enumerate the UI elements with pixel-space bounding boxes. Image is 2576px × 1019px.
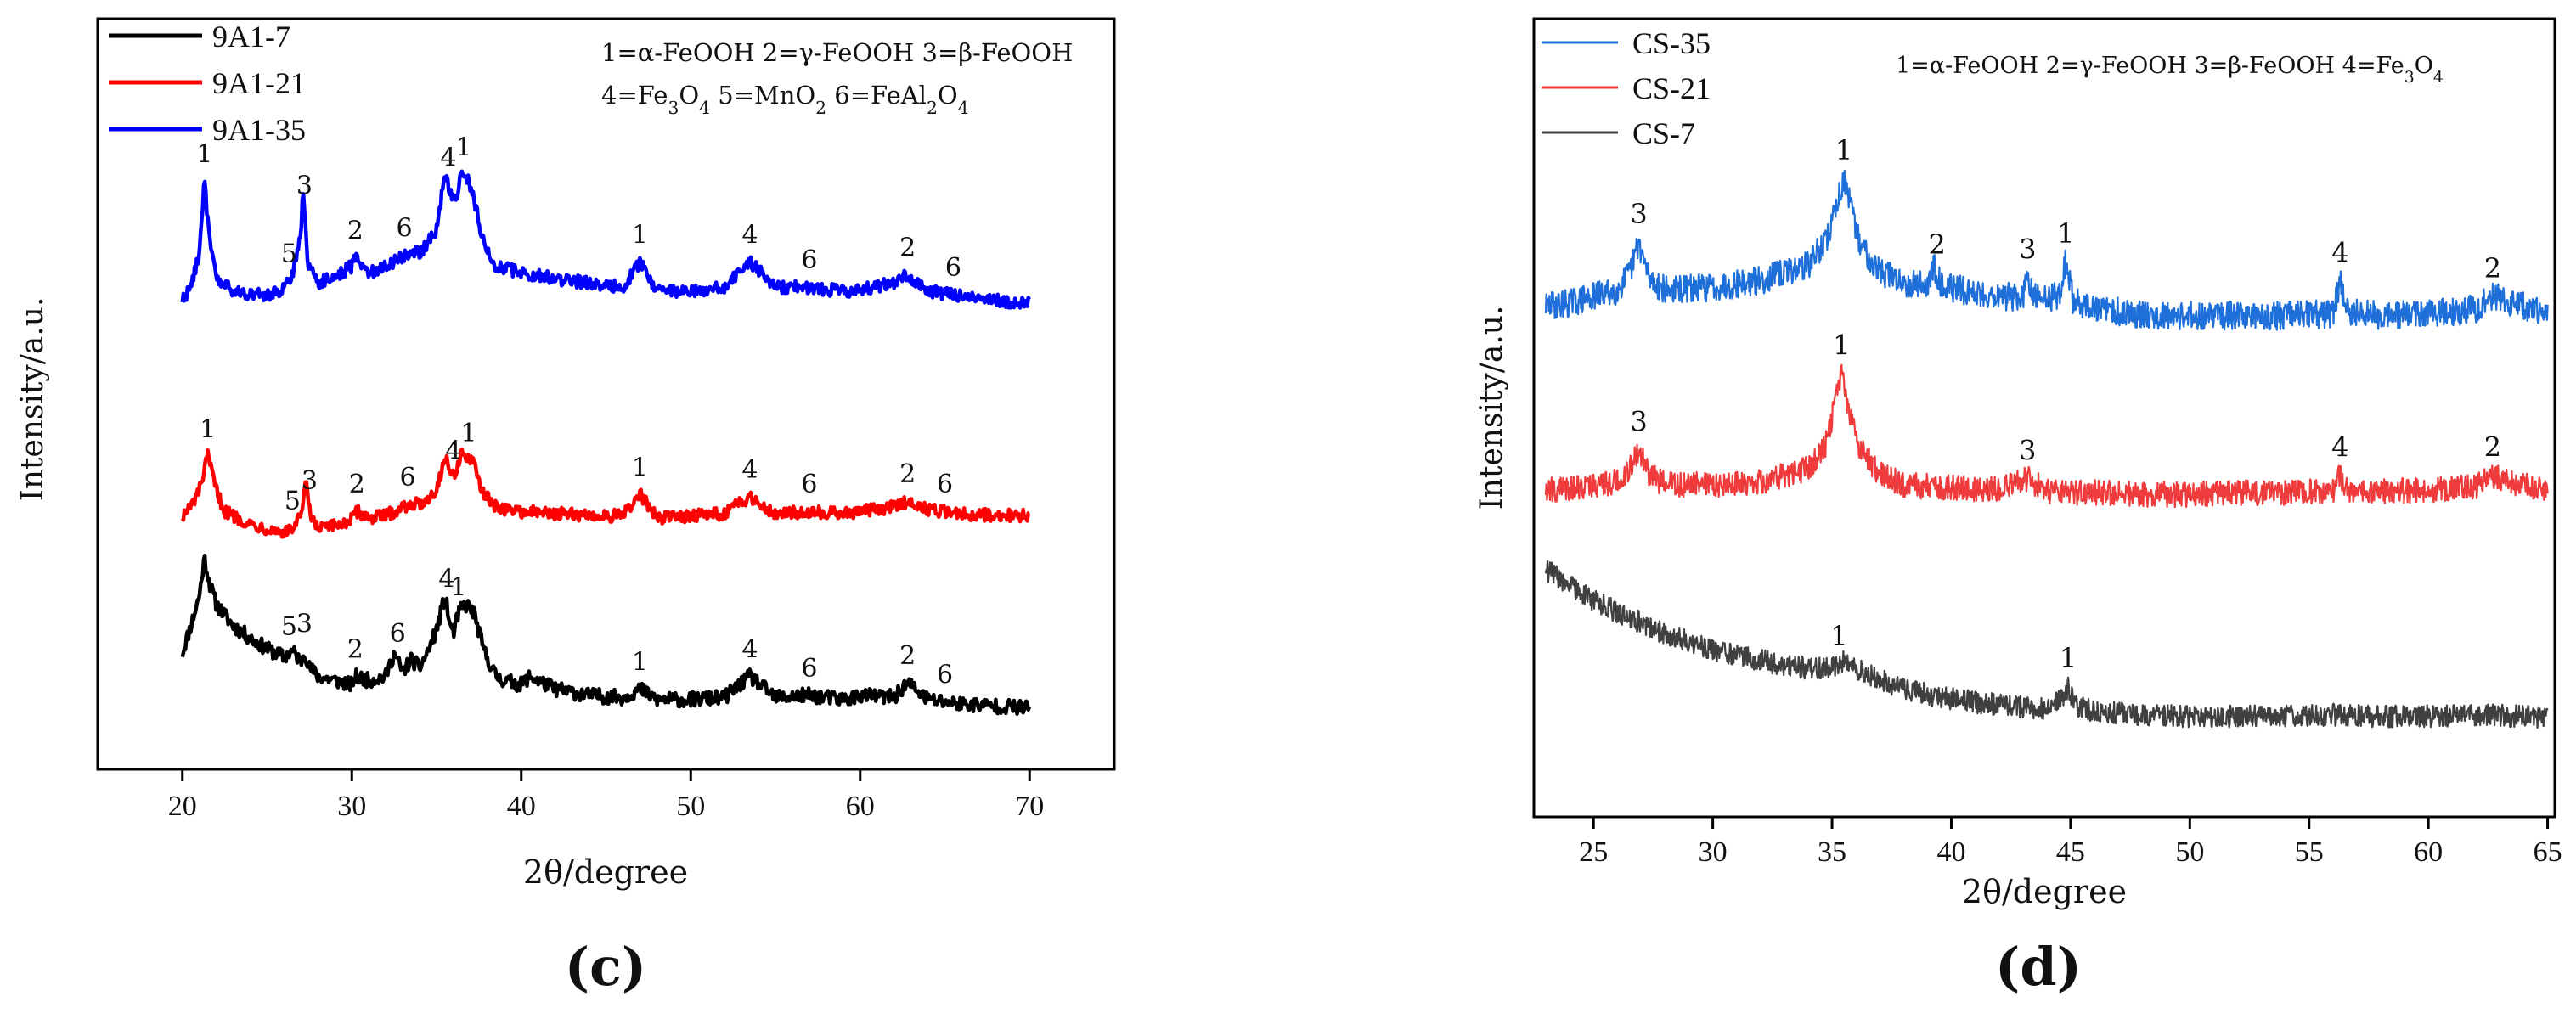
x-tick-label: 40 <box>507 791 536 822</box>
peak-label: 2 <box>2484 431 2501 464</box>
plot-frame-d <box>1532 17 2556 819</box>
peak-label: 1 <box>632 647 648 677</box>
phase-key-d: 1=α-FeOOH 2=γ-FeOOH 3=β-FeOOH 4=Fe3O4 <box>1896 53 2444 87</box>
y-axis-title-d: Intensity/a.u. <box>1474 306 1509 510</box>
peak-label: 1 <box>1830 620 1847 652</box>
series-group-c <box>180 169 1031 716</box>
peak-label: 6 <box>937 470 953 499</box>
peak-label: 6 <box>390 619 406 649</box>
series-group-d <box>1544 169 2549 729</box>
phase-key-line1-c: 1=α-FeOOH 2=γ-FeOOH 3=β-FeOOH <box>601 38 1073 67</box>
peak-label: 4 <box>440 144 456 173</box>
peak-label: 2 <box>899 233 916 262</box>
peak-label: 1 <box>1833 329 1850 361</box>
peak-label: 1 <box>2057 217 2074 250</box>
x-tick-label: 40 <box>1936 836 1965 868</box>
peak-label: 3 <box>1630 406 1647 438</box>
y-axis-title-c: Intensity/a.u. <box>15 297 50 502</box>
peak-label: 4 <box>742 634 758 664</box>
peak-label: 2 <box>347 216 364 245</box>
legend-label-9a1-21: 9A1-21 <box>212 66 306 100</box>
peak-label: 4 <box>742 455 758 485</box>
series-line-cs-21 <box>1544 363 2549 509</box>
peak-label: 1 <box>196 140 212 170</box>
peak-label: 4 <box>2331 431 2348 464</box>
legend-label-9a1-35: 9A1-35 <box>212 113 306 147</box>
peak-label: 1 <box>632 453 648 482</box>
plot-frame-c <box>96 17 1116 771</box>
x-axis-title-c: 2θ/degree <box>523 853 688 891</box>
peak-label: 2 <box>899 641 916 671</box>
peak-label: 3 <box>296 171 313 200</box>
peak-label: 3 <box>296 610 313 639</box>
peak-label: 6 <box>801 654 817 684</box>
phase-key-line2-c: 4=Fe3O4 5=MnO2 6=FeAl2O4 <box>601 81 969 118</box>
series-line-9a1-7 <box>180 553 1031 716</box>
peak-label: 4 <box>445 436 461 465</box>
peak-label: 5 <box>281 239 297 268</box>
peak-label: 3 <box>302 466 318 496</box>
series-line-cs-7 <box>1544 560 2549 729</box>
peak-label: 4 <box>2331 236 2348 268</box>
peak-label: 1 <box>632 220 648 250</box>
series-line-9a1-35 <box>180 169 1031 310</box>
legend-d: CS-35 CS-21 CS-7 <box>1542 26 1711 150</box>
peak-label: 1 <box>450 573 466 603</box>
x-tick-label: 60 <box>846 791 875 822</box>
legend-label-cs-21: CS-21 <box>1632 71 1711 105</box>
x-tick-label: 20 <box>168 791 197 822</box>
peak-label: 4 <box>438 564 454 594</box>
x-tick-label: 50 <box>676 791 705 822</box>
x-tick-label: 65 <box>2534 836 2562 868</box>
peak-label: 1 <box>2060 642 2077 674</box>
peak-label: 6 <box>937 660 953 690</box>
peak-label: 6 <box>400 463 416 493</box>
x-tick-label: 60 <box>2414 836 2443 868</box>
x-tick-label: 55 <box>2295 836 2324 868</box>
series-line-9a1-21 <box>180 448 1030 539</box>
peak-label: 2 <box>349 470 365 499</box>
x-axis-title-d: 2θ/degree <box>1962 873 2127 910</box>
legend-label-cs-7: CS-7 <box>1632 116 1695 150</box>
peak-label: 2 <box>1928 228 1945 261</box>
peak-label: 3 <box>2019 434 2036 466</box>
x-tick-label: 30 <box>337 791 366 822</box>
peak-label: 1 <box>460 419 476 448</box>
peak-label: 2 <box>2484 252 2501 284</box>
legend-c: 9A1-7 9A1-21 9A1-35 <box>109 20 306 147</box>
x-tick-label: 30 <box>1699 836 1728 868</box>
legend-label-9a1-7: 9A1-7 <box>212 20 290 53</box>
peak-label: 4 <box>742 220 758 250</box>
x-ticks-c: 20 30 40 50 60 70 <box>168 769 1044 822</box>
peak-label: 5 <box>281 612 297 642</box>
peak-label: 5 <box>285 487 301 516</box>
peak-label: 3 <box>2019 234 2036 266</box>
legend-label-cs-35: CS-35 <box>1632 26 1711 60</box>
x-tick-label: 25 <box>1579 836 1608 868</box>
peak-label: 2 <box>899 459 916 489</box>
peak-label: 3 <box>1630 198 1647 230</box>
x-ticks-d: 25 30 35 40 45 50 55 60 65 <box>1579 817 2562 868</box>
series-line-cs-35 <box>1544 169 2549 331</box>
peak-label: 1 <box>1835 134 1852 166</box>
x-tick-label: 70 <box>1015 791 1044 822</box>
peak-label: 6 <box>801 470 817 499</box>
peak-label: 1 <box>455 132 471 162</box>
peak-label: 1 <box>200 414 216 444</box>
x-tick-label: 50 <box>2175 836 2204 868</box>
peak-label: 2 <box>347 634 364 664</box>
peak-label: 6 <box>945 253 961 283</box>
peak-label: 6 <box>397 214 413 244</box>
peak-label: 6 <box>801 245 817 275</box>
panel-label-c: (c) <box>565 936 646 998</box>
panel-label-d: (d) <box>1995 936 2082 998</box>
x-tick-label: 45 <box>2056 836 2085 868</box>
x-tick-label: 35 <box>1818 836 1846 868</box>
